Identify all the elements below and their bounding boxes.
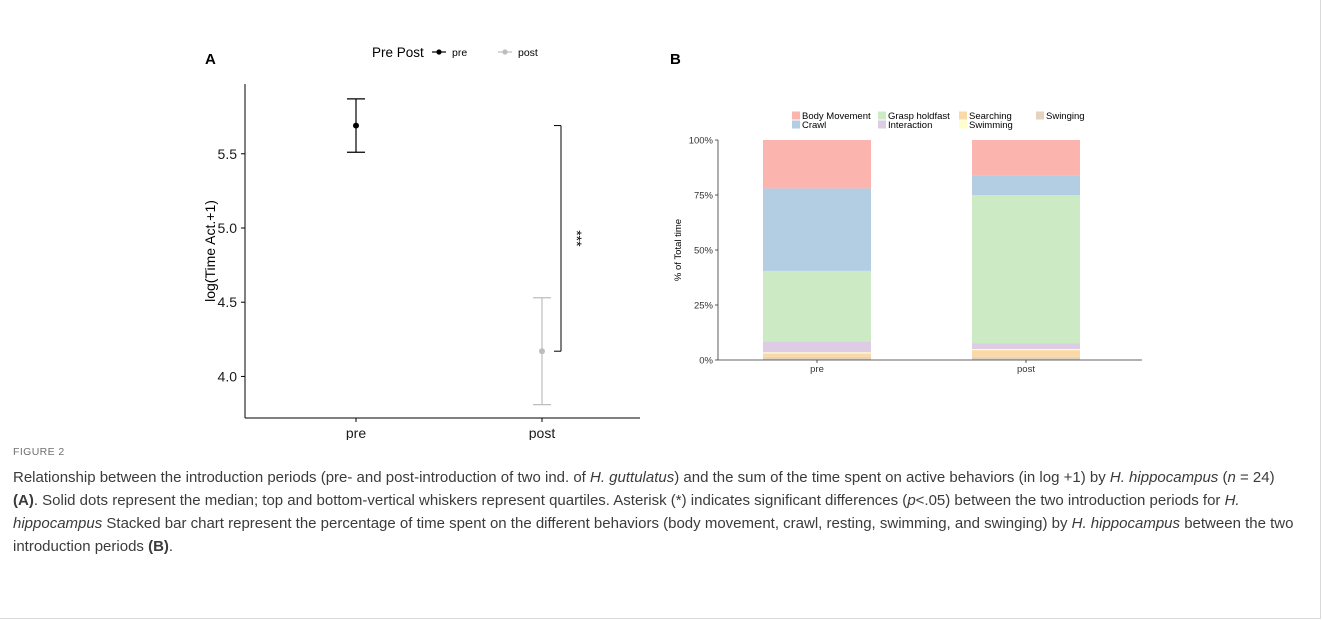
legend-title: Pre Post (372, 45, 424, 60)
significance-label: *** (569, 230, 585, 247)
bar-segment-interaction (972, 343, 1080, 349)
legend-swatch-body-movement (792, 111, 800, 120)
legend-key-dot-pre (436, 49, 442, 55)
y-axis-label: % of Total time (673, 219, 684, 281)
figure-caption: FIGURE 2 Relationship between the introd… (13, 446, 1303, 558)
chart-b: 0% 25% 50% 75% 100% pre post % of Total time Bod… (673, 111, 1142, 375)
panel-label-b: B (670, 51, 681, 68)
bar-segment-body-movement (972, 140, 1080, 176)
panel-label-a: A (205, 51, 216, 68)
legend-label-searching: Searching (969, 111, 1012, 122)
bar-segment-swimming (763, 352, 871, 354)
y-tick-label: 5.5 (218, 146, 238, 162)
legend-label-swimming: Swimming (969, 120, 1013, 131)
caption-segment: Stacked bar chart represent the percenta… (102, 515, 1072, 532)
caption-segment: . Solid dots represent the median; top a… (33, 492, 908, 509)
caption-segment: ( (1218, 469, 1228, 486)
x-tick-label: post (529, 425, 556, 440)
bar-segment-grasp-holdfast (763, 270, 871, 342)
figure-panels: A B 4.0 4.5 5.0 5.5 pre post log(Time Act.+1) *… (202, 45, 1142, 440)
y-tick-label: 5.0 (218, 220, 238, 236)
caption-segment: H. hippocampus (13, 492, 1240, 532)
legend-swatch-swimming (959, 120, 967, 129)
bar-segment-swinging (972, 356, 1080, 360)
caption-segment: <.05) between the two introduction perio… (915, 492, 1225, 509)
caption-segment: = 24) (1235, 469, 1275, 486)
legend-swatch-crawl (792, 120, 800, 129)
legend-swatch-swinging (1036, 111, 1044, 120)
median-point-post (539, 348, 545, 355)
bar-segment-swinging (763, 356, 871, 360)
caption-segment: (A) (13, 492, 34, 509)
bar-segment-interaction (763, 341, 871, 353)
legend-label-pre: pre (452, 47, 467, 59)
y-tick-label: 25% (694, 301, 714, 312)
x-tick-label: pre (346, 425, 366, 440)
caption-segment: ) and the sum of the time spent on activ… (674, 469, 1110, 486)
bar-segment-searching (972, 350, 1080, 357)
figure-label: FIGURE 2 (13, 446, 65, 458)
caption-segment: H. hippocampus (1109, 469, 1219, 486)
caption-segment: (B) (148, 538, 169, 555)
caption-segment: Relationship between the introduction pe… (13, 469, 591, 486)
legend-swatch-grasp-holdfast (878, 111, 886, 120)
y-tick-label: 75% (694, 191, 714, 202)
y-tick-label: 100% (689, 136, 714, 147)
legend-swatch-interaction (878, 120, 886, 129)
caption-segment: between the two introduction periods (13, 515, 1294, 555)
bar-segment-searching (763, 353, 871, 357)
y-tick-label: 4.5 (218, 294, 238, 310)
x-tick-label: pre (810, 364, 824, 375)
legend-swatch-searching (959, 111, 967, 120)
legend-label-crawl: Crawl (802, 120, 826, 131)
legend-label-body-movement: Body Movement (802, 111, 871, 122)
bar-segment-crawl (763, 188, 871, 271)
caption-segment: p (907, 492, 916, 509)
caption-text: Relationship between the introduction pe… (13, 466, 1303, 558)
legend-label-grasp-holdfast: Grasp holdfast (888, 111, 950, 122)
y-tick-label: 4.0 (218, 368, 238, 384)
caption-segment: H. guttulatus (590, 469, 675, 486)
bar-segment-body-movement (763, 140, 871, 189)
caption-segment: . (168, 538, 174, 555)
bar-segment-crawl (972, 175, 1080, 195)
legend-label-post: post (518, 47, 538, 59)
y-tick-label: 50% (694, 246, 714, 257)
bar-segment-swimming (972, 349, 1080, 351)
y-axis-label: log(Time Act.+1) (202, 200, 218, 302)
legend-key-dot-post (502, 49, 508, 55)
caption-segment: H. hippocampus (1071, 515, 1181, 532)
chart-a: 4.0 4.5 5.0 5.5 pre post log(Time Act.+1) *** Pr… (202, 45, 640, 440)
legend-label-swinging: Swinging (1046, 111, 1085, 122)
x-tick-label: post (1017, 364, 1035, 375)
bar-segment-grasp-holdfast (972, 195, 1080, 344)
median-point-pre (353, 122, 359, 129)
caption-segment: n (1227, 469, 1236, 486)
legend-label-interaction: Interaction (888, 120, 932, 131)
y-tick-label: 0% (699, 356, 713, 367)
